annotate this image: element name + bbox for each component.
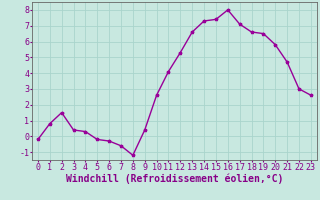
X-axis label: Windchill (Refroidissement éolien,°C): Windchill (Refroidissement éolien,°C) xyxy=(66,173,283,184)
